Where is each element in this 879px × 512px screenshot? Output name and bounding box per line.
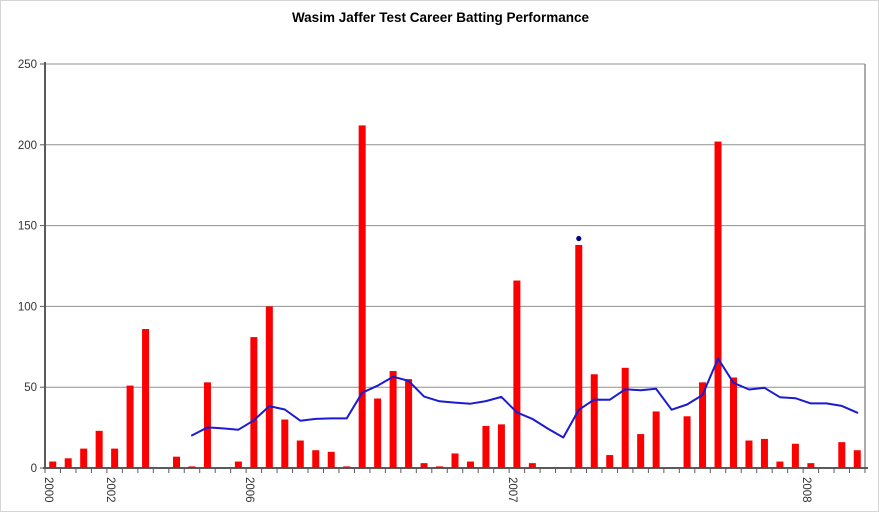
bar-innings-2 [64,458,72,468]
not-out-marker-innings-35 [576,235,582,242]
bar-innings-43 [699,382,707,468]
bar-innings-53 [853,450,861,468]
bar-innings-44 [714,141,722,468]
bar-innings-39 [637,434,645,468]
bar-innings-7 [142,329,150,468]
bar-innings-19 [327,451,335,468]
bar-innings-40 [652,411,660,468]
bar-innings-16 [281,419,289,468]
bar-innings-35 [575,244,583,468]
bar-innings-29 [482,425,490,468]
bar-innings-27 [451,453,459,468]
bar-innings-10 [188,466,196,468]
y-tick-label-150: 150 [18,221,37,233]
bar-innings-52 [838,442,846,468]
bar-innings-23 [389,371,397,468]
bar-innings-47 [760,438,768,468]
bar-innings-31 [513,280,521,468]
bar-innings-14 [250,337,258,468]
bar-innings-42 [683,416,691,468]
bar-innings-17 [296,440,304,468]
bar-innings-25 [420,463,428,468]
bar-innings-20 [343,466,351,468]
y-tick-label-0: 0 [31,463,37,475]
bar-innings-50 [807,463,815,468]
bar-innings-28 [466,461,474,468]
bar-innings-4 [95,430,103,468]
bar-innings-6 [126,385,134,468]
y-tick-label-100: 100 [18,301,37,313]
bar-innings-45 [729,377,737,468]
year-label-2007: 2007 [506,477,518,503]
bar-innings-38 [621,367,629,468]
bar-innings-5 [111,448,119,468]
bar-innings-26 [436,466,444,468]
bar-innings-18 [312,450,320,468]
bar-innings-36 [590,374,598,468]
chart-title: Wasim Jaffer Test Career Batting Perform… [291,10,590,25]
bar-innings-1 [49,461,57,468]
y-tick-label-200: 200 [18,140,37,152]
bar-innings-30 [497,424,505,468]
bar-innings-21 [358,125,366,469]
bar-innings-22 [374,398,382,468]
bar-innings-49 [791,443,799,468]
bar-innings-24 [405,379,413,468]
bar-innings-9 [173,456,181,468]
moving-average-line [191,357,859,439]
bar-innings-37 [606,455,614,468]
year-label-2000: 2000 [42,477,54,503]
bar-innings-15 [265,306,273,468]
year-label-2006: 2006 [243,477,255,503]
y-tick-label-250: 250 [18,59,37,71]
y-tick-label-50: 50 [24,382,37,394]
bar-innings-32 [528,463,536,468]
bar-innings-48 [776,461,784,468]
bar-innings-11 [203,382,211,468]
year-label-2002: 2002 [104,477,116,503]
year-label-2008: 2008 [800,477,812,503]
bar-innings-46 [745,440,753,468]
bar-innings-13 [234,461,242,468]
bar-innings-3 [80,448,88,468]
